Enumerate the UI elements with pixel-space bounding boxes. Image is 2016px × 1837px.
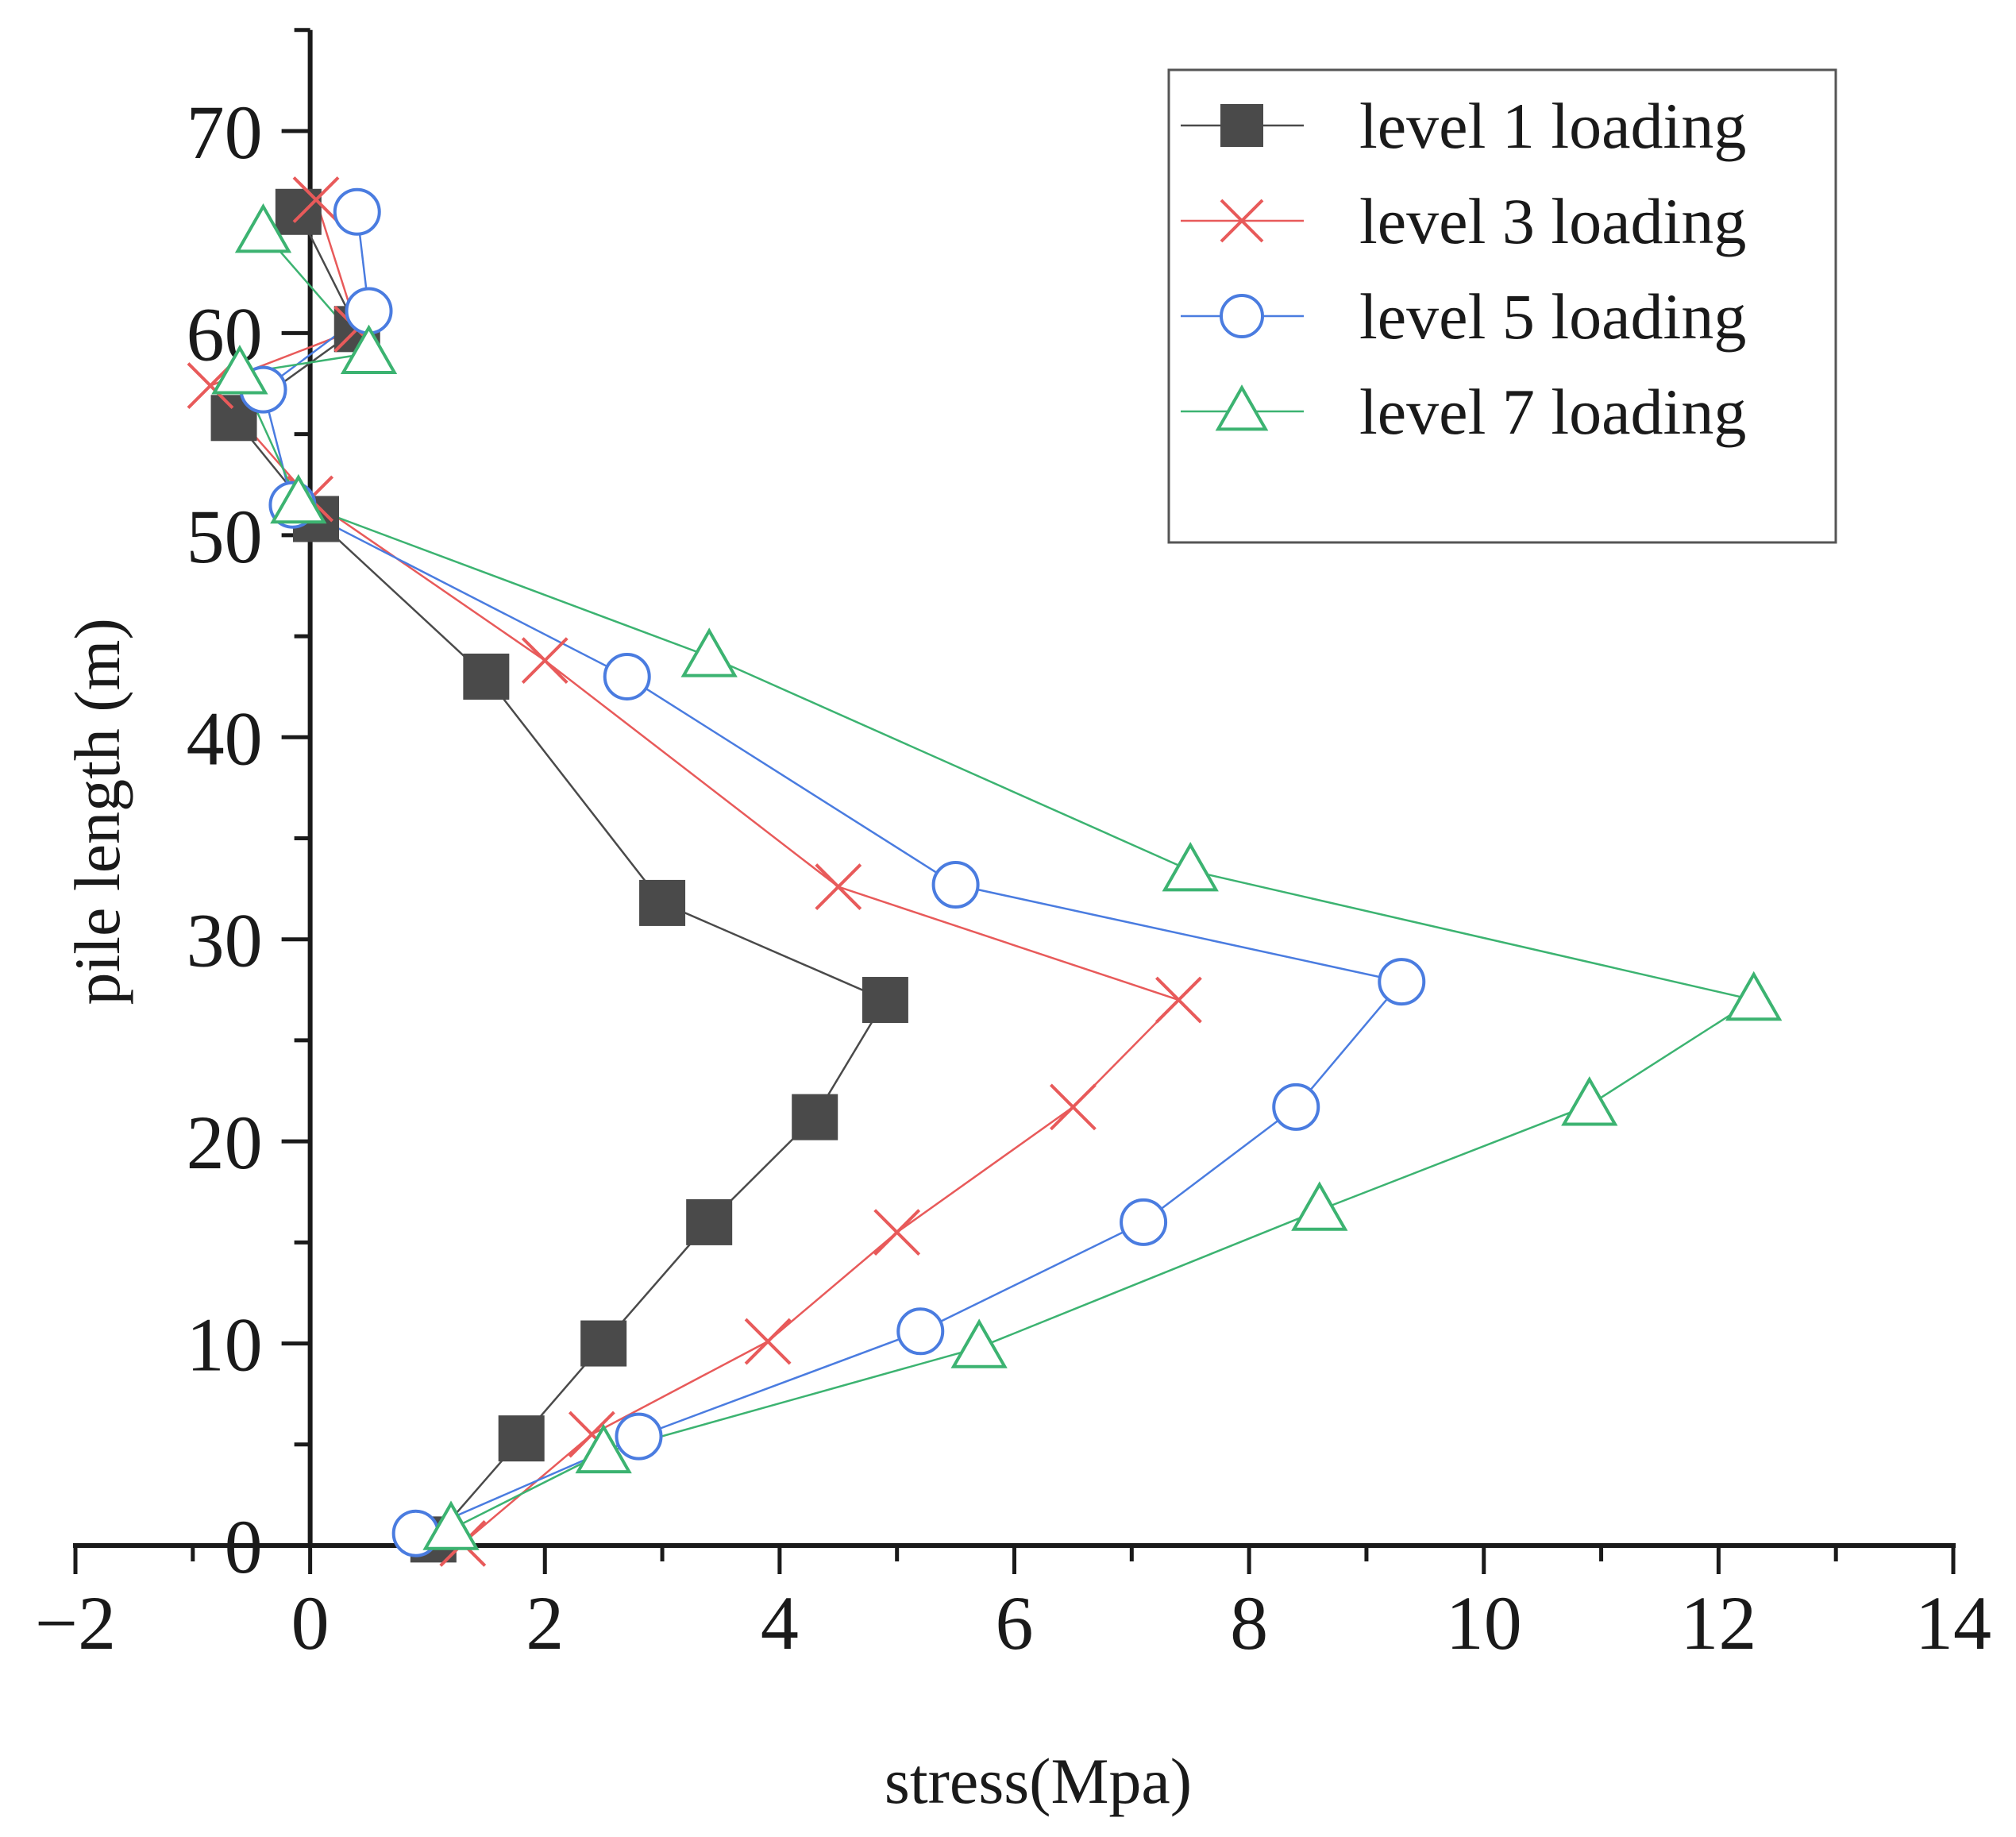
triangle-marker bbox=[211, 345, 268, 395]
x-tick-label: 14 bbox=[1915, 1580, 1991, 1665]
x-marker-stroke bbox=[1155, 976, 1202, 1024]
legend-label: level 5 loading bbox=[1359, 280, 1746, 353]
series-markers-4 bbox=[211, 203, 1783, 1550]
triangle-marker bbox=[1215, 384, 1269, 431]
triangle-marker bbox=[340, 324, 398, 375]
triangle-marker bbox=[1561, 1076, 1618, 1126]
x-tick-label: 12 bbox=[1680, 1580, 1756, 1665]
x-marker-stroke bbox=[568, 1411, 615, 1458]
triangle-marker bbox=[680, 627, 738, 677]
legend-label: level 7 loading bbox=[1359, 376, 1746, 448]
square-marker bbox=[498, 1415, 545, 1462]
legend-label: level 1 loading bbox=[1359, 90, 1746, 162]
circle-marker bbox=[603, 652, 651, 700]
x-tick-label: 6 bbox=[996, 1580, 1034, 1665]
square-marker bbox=[686, 1198, 733, 1245]
ticks-group: −2 0 2 4 6 8 10 12 14 0 10 20 30 40 50 60 70 bbox=[35, 28, 1991, 1665]
triangle-marker bbox=[575, 1423, 632, 1474]
triangle-marker bbox=[422, 1500, 480, 1550]
legend-item: level 7 loading bbox=[1181, 376, 1746, 448]
x-tick-label: 0 bbox=[291, 1580, 330, 1665]
y-tick-label: 0 bbox=[225, 1504, 263, 1589]
square-marker bbox=[862, 977, 908, 1024]
x-marker-stroke bbox=[292, 176, 340, 223]
y-tick-label: 30 bbox=[187, 898, 263, 983]
circle-marker bbox=[333, 187, 381, 236]
x-tick-label: −2 bbox=[35, 1580, 116, 1665]
x-tick-label: 4 bbox=[761, 1580, 799, 1665]
square-marker bbox=[580, 1320, 627, 1367]
series-markers-group bbox=[187, 176, 1783, 1567]
circle-marker bbox=[931, 861, 980, 909]
x-marker-stroke bbox=[744, 1318, 792, 1365]
x-tick-label: 2 bbox=[526, 1580, 564, 1665]
circle-marker bbox=[896, 1307, 945, 1356]
circle-marker bbox=[1120, 1198, 1168, 1246]
y-tick-label: 20 bbox=[187, 1100, 263, 1185]
triangle-marker bbox=[270, 473, 327, 524]
y-tick-label: 50 bbox=[187, 494, 263, 579]
square-marker bbox=[792, 1094, 838, 1140]
square-marker bbox=[275, 188, 322, 235]
triangle-marker bbox=[1291, 1181, 1348, 1231]
x-axis-title: stress(Mpa) bbox=[885, 1745, 1192, 1817]
series-markers-3 bbox=[239, 187, 1426, 1557]
triangle-marker bbox=[1725, 971, 1783, 1021]
triangle-marker bbox=[1162, 841, 1219, 892]
triangle-marker bbox=[234, 203, 292, 253]
square-marker bbox=[1220, 104, 1263, 147]
legend-item: level 3 loading bbox=[1181, 185, 1746, 257]
x-tick-label: 10 bbox=[1446, 1580, 1522, 1665]
circle-marker bbox=[1378, 958, 1426, 1006]
circle-marker bbox=[615, 1412, 663, 1461]
triangle-marker bbox=[950, 1318, 1008, 1368]
x-marker-stroke bbox=[1220, 199, 1264, 243]
legend-label: level 3 loading bbox=[1359, 185, 1746, 257]
circle-marker bbox=[1272, 1083, 1320, 1131]
square-marker bbox=[639, 879, 686, 926]
x-marker-stroke bbox=[873, 1209, 921, 1256]
circle-marker bbox=[1220, 294, 1264, 338]
x-marker-stroke bbox=[1049, 1083, 1097, 1131]
legend-item: level 1 loading bbox=[1181, 90, 1746, 162]
y-axis-title: pile length (m) bbox=[61, 618, 133, 1005]
square-marker bbox=[463, 653, 510, 700]
x-marker-stroke bbox=[815, 863, 862, 910]
y-tick-label: 40 bbox=[187, 696, 263, 781]
legend: level 1 loading level 3 loading level 5 lo… bbox=[1167, 68, 1837, 544]
y-tick-label: 60 bbox=[187, 291, 263, 376]
legend-box bbox=[1167, 68, 1837, 544]
y-tick-label: 70 bbox=[187, 90, 263, 175]
x-tick-label: 8 bbox=[1230, 1580, 1268, 1665]
y-tick-label: 10 bbox=[187, 1302, 263, 1387]
x-marker-stroke bbox=[521, 637, 569, 685]
legend-item: level 5 loading bbox=[1181, 280, 1746, 353]
